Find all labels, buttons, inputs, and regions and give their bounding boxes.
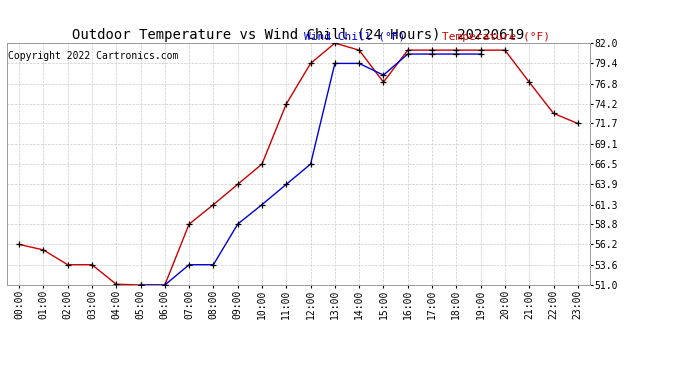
Text: Temperature (°F): Temperature (°F)	[442, 32, 550, 42]
Text: Wind Chill (°F): Wind Chill (°F)	[304, 32, 405, 42]
Text: Copyright 2022 Cartronics.com: Copyright 2022 Cartronics.com	[8, 51, 179, 61]
Title: Outdoor Temperature vs Wind Chill (24 Hours)  20220619: Outdoor Temperature vs Wind Chill (24 Ho…	[72, 28, 524, 42]
